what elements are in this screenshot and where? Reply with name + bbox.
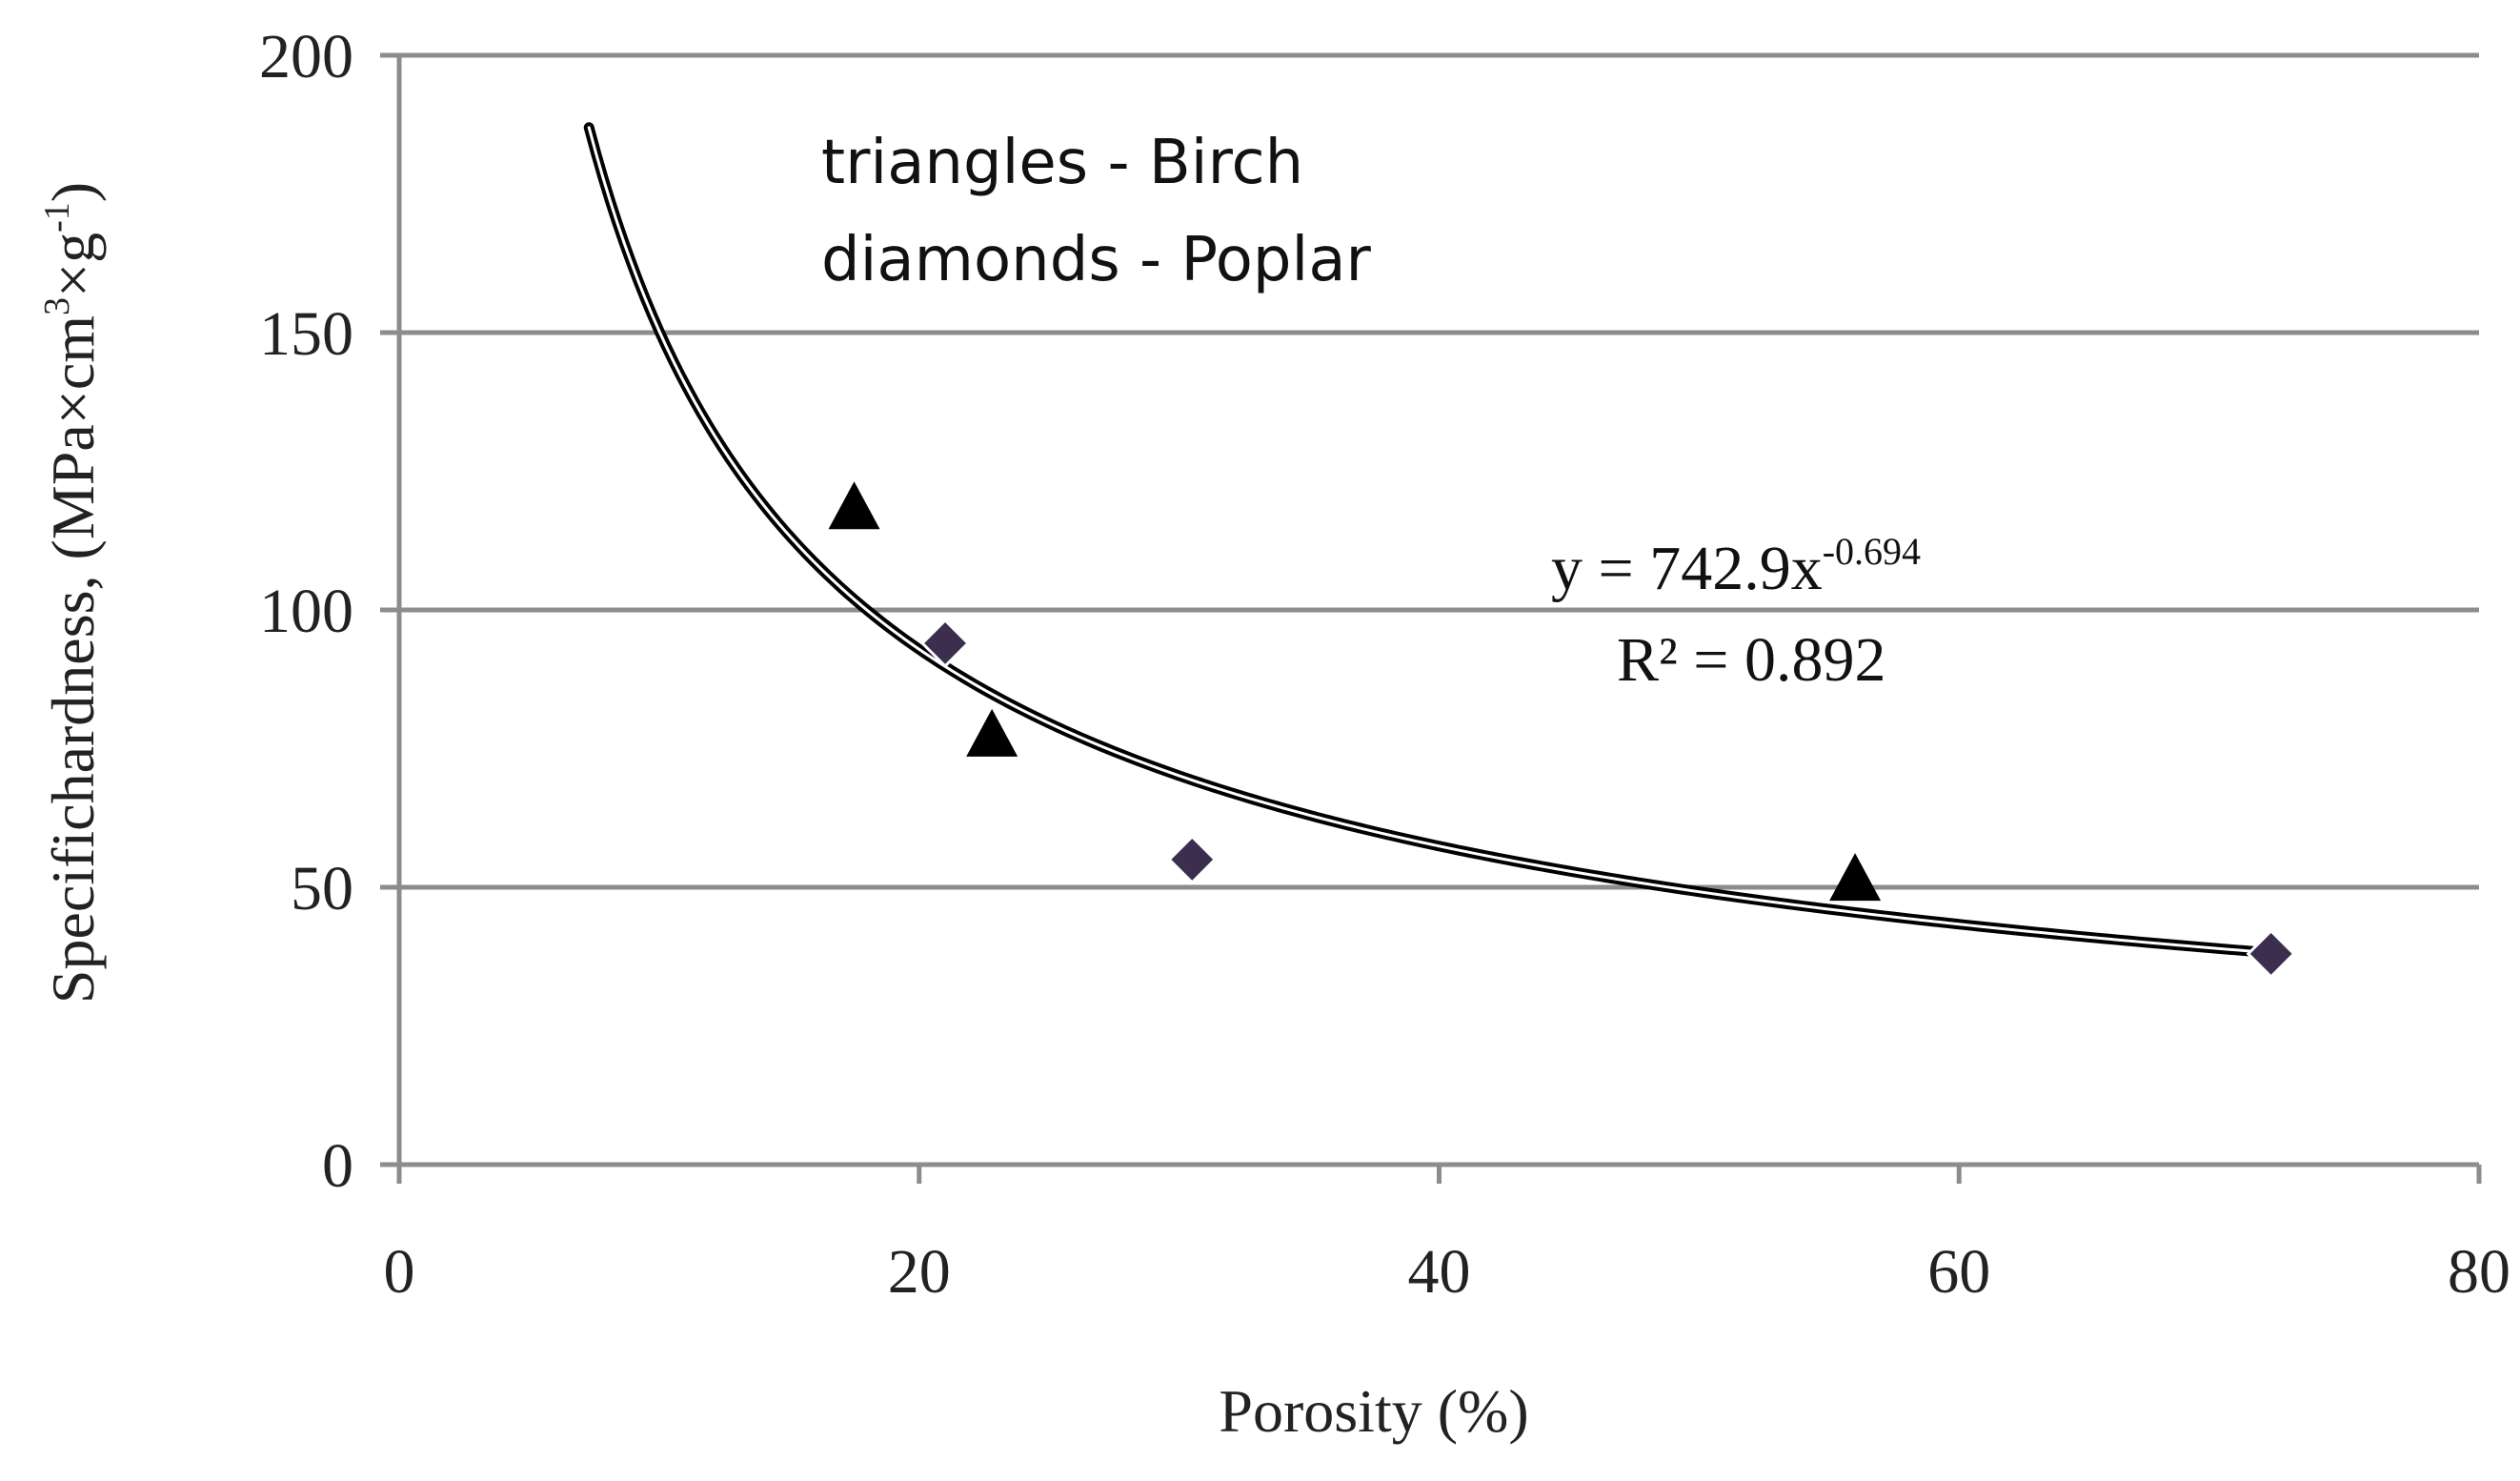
legend-poplar: diamonds - Poplar (821, 225, 1372, 295)
x-tick-label-20: 20 (888, 1237, 951, 1307)
x-tick-label-80: 80 (2448, 1237, 2510, 1307)
legend-birch: triangles - Birch (821, 128, 1303, 198)
trend-equation: y = 742.9x-0.694 (1551, 530, 1921, 603)
y-axis-title-sup1: 3 (37, 297, 77, 315)
poplar-point-3 (2246, 928, 2296, 979)
tick-labels: 0 50 100 150 200 0 20 40 60 80 (259, 22, 2510, 1307)
poplar-point-1 (919, 618, 971, 669)
y-tick-label-100: 100 (259, 577, 353, 646)
r-squared: R² = 0.892 (1617, 625, 1886, 695)
birch-point-1 (828, 481, 880, 530)
x-axis-title: Porosity (%) (1219, 1377, 1528, 1445)
y-tick-label-0: 0 (322, 1131, 353, 1201)
birch-point-2 (966, 708, 1018, 757)
y-axis-title-sup2: -1 (37, 202, 77, 233)
trend-equation-exponent: -0.694 (1823, 530, 1921, 573)
birch-point-3 (1829, 853, 1882, 902)
y-axis-title-main: Specifichardness, (MPa×cm (39, 315, 107, 1004)
x-tick-label-40: 40 (1408, 1237, 1471, 1307)
trend-equation-base: y = 742.9x (1551, 534, 1823, 603)
y-tick-label-50: 50 (291, 854, 353, 923)
y-axis-title: Specifichardness, (MPa×cm3×g-1) (37, 182, 107, 1004)
trendline-highlight (587, 126, 2273, 955)
y-tick-label-200: 200 (259, 22, 353, 91)
y-axis-title-end: ) (39, 182, 107, 202)
axes (380, 52, 2482, 1184)
y-tick-label-150: 150 (259, 299, 353, 369)
trendline (583, 122, 2277, 959)
x-tick-label-60: 60 (1927, 1237, 1990, 1307)
gridlines (399, 52, 2479, 890)
data-points (828, 481, 2296, 979)
y-axis-title-mid: ×g (39, 233, 107, 297)
x-tick-label-0: 0 (384, 1237, 415, 1307)
poplar-point-2 (1167, 834, 1218, 885)
